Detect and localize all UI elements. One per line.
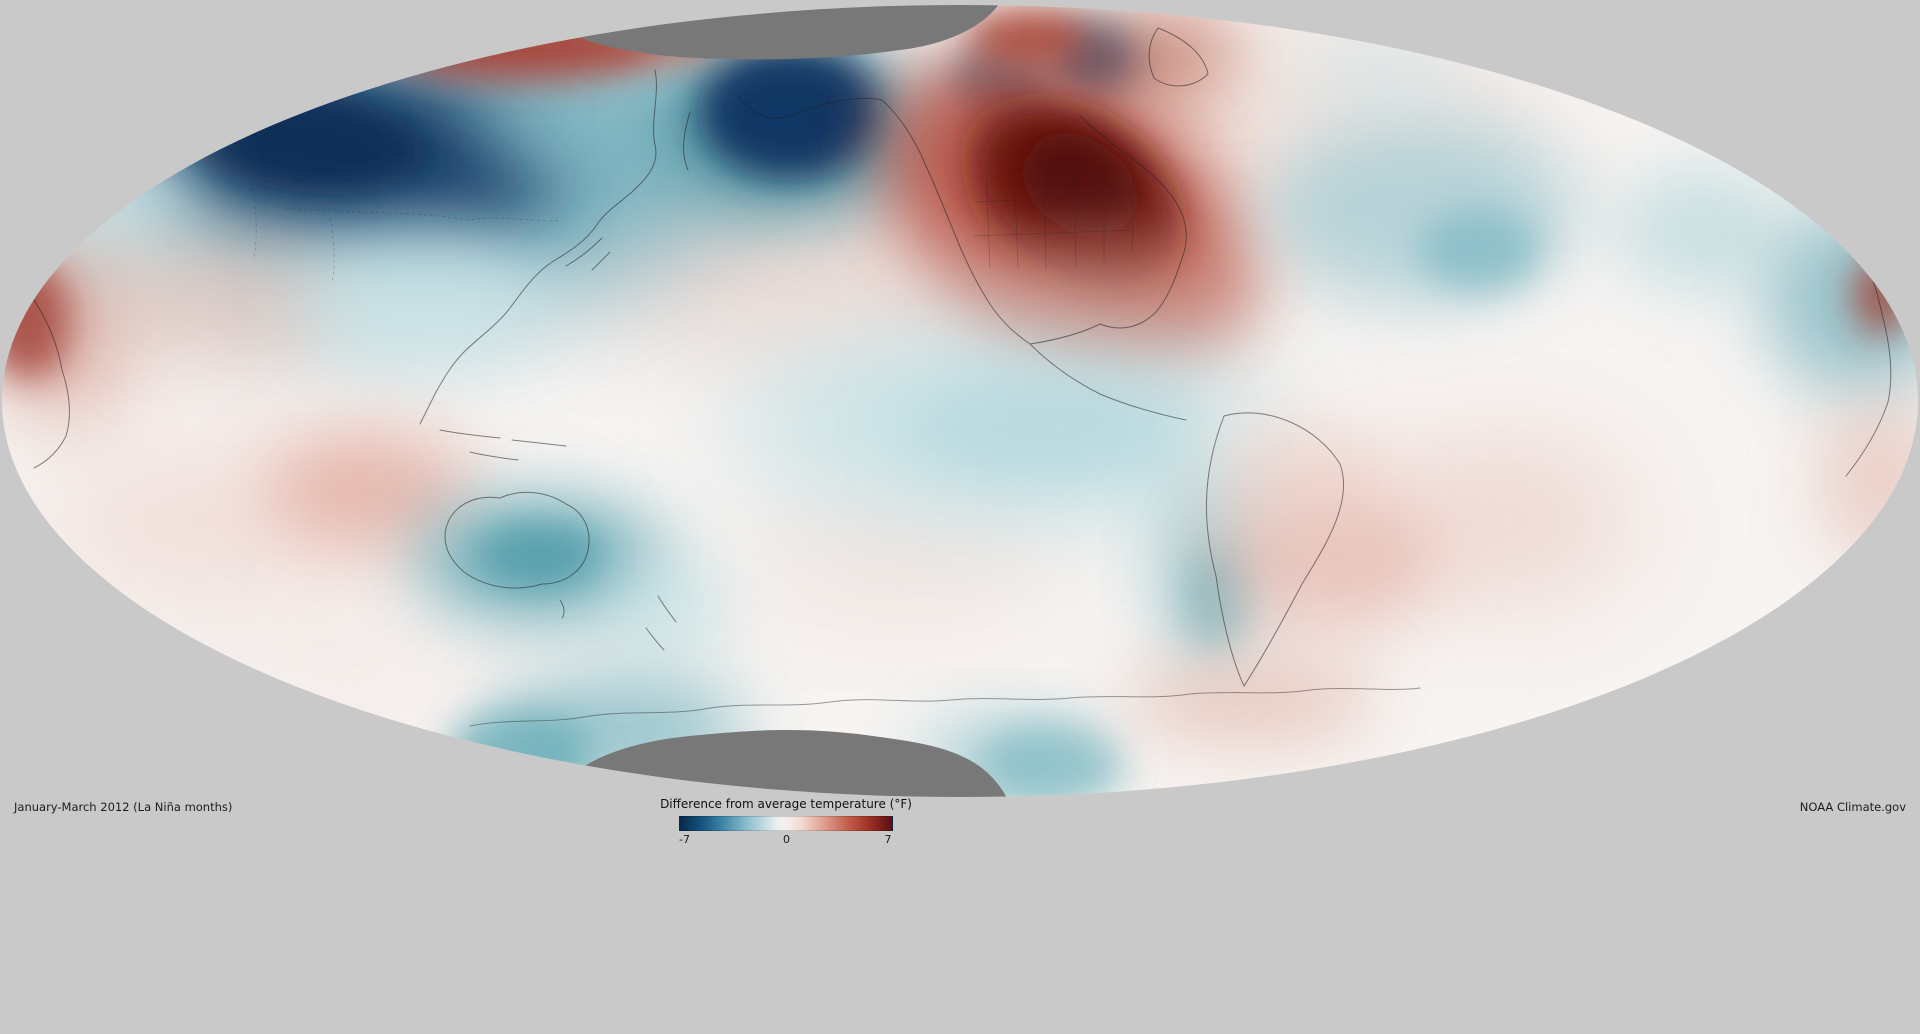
legend-tick-max: 7 xyxy=(884,833,892,846)
legend: Difference from average temperature (°F)… xyxy=(660,797,912,846)
legend-title: Difference from average temperature (°F) xyxy=(660,797,912,811)
state-borders-layer xyxy=(251,157,1141,283)
legend-colorbar xyxy=(679,816,893,831)
legend-tick-mid: 0 xyxy=(782,833,790,846)
source-label: NOAA Climate.gov xyxy=(1799,800,1906,814)
legend-ticks: -7 0 7 xyxy=(679,833,893,846)
coastlines-layer xyxy=(33,27,1892,727)
period-label: January-March 2012 (La Niña months) xyxy=(14,800,233,814)
legend-tick-min: -7 xyxy=(679,833,690,846)
